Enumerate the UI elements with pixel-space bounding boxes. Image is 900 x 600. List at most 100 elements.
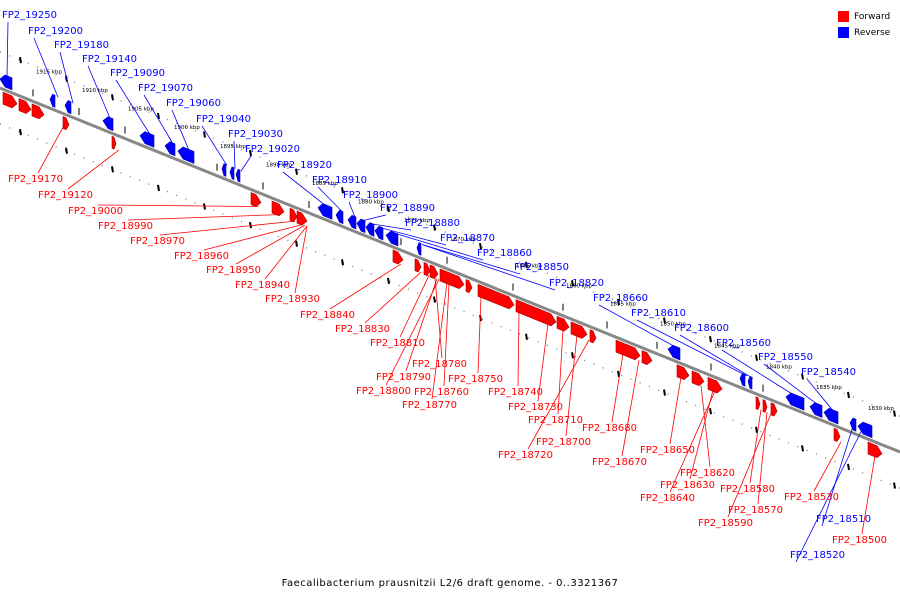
scale-tick-label: 1860 kbp bbox=[566, 284, 592, 290]
reverse-gene-label: FP2_19180 bbox=[54, 40, 109, 51]
forward-leader-line bbox=[235, 224, 306, 265]
scale-tick-label: 1895 kbp bbox=[220, 144, 246, 150]
forward-leader-line bbox=[700, 385, 711, 468]
reverse-gene-label: FP2_19090 bbox=[110, 68, 165, 79]
track-tick bbox=[571, 352, 574, 359]
forward-gene-label: FP2_18930 bbox=[265, 294, 320, 305]
reverse-gene-label: FP2_18910 bbox=[312, 175, 367, 186]
forward-leader-line bbox=[861, 455, 876, 535]
scale-tick-label: 1855 kbp bbox=[610, 301, 636, 307]
reverse-gene-label: FP2_19070 bbox=[138, 83, 193, 94]
track-tick bbox=[111, 166, 114, 173]
forward-gene-label: FP2_18640 bbox=[640, 493, 695, 504]
track-tick bbox=[847, 463, 850, 471]
track-tick bbox=[203, 131, 206, 138]
reverse-gene bbox=[416, 242, 422, 256]
forward-leader-line bbox=[431, 282, 448, 400]
reverse-gene-label: FP2_19140 bbox=[82, 54, 137, 65]
legend-forward: Forward bbox=[838, 9, 890, 24]
forward-gene bbox=[439, 268, 465, 289]
track-tick bbox=[847, 391, 850, 399]
reverse-gene-label: FP2_19040 bbox=[196, 114, 251, 125]
reverse-gene bbox=[785, 392, 805, 411]
reverse-leader-line bbox=[679, 334, 754, 379]
forward-gene-label: FP2_18750 bbox=[448, 374, 503, 385]
forward-gene-label: FP2_18840 bbox=[300, 310, 355, 321]
track-tick bbox=[387, 277, 390, 285]
track-tick bbox=[295, 168, 298, 175]
forward-gene bbox=[392, 249, 404, 265]
forward-gene-label: FP2_18770 bbox=[402, 400, 457, 411]
legend-forward-label: Forward bbox=[854, 11, 891, 22]
forward-swatch bbox=[838, 11, 849, 22]
track-tick bbox=[617, 298, 620, 306]
forward-gene-label: FP2_18590 bbox=[698, 518, 753, 529]
forward-leader-line bbox=[527, 339, 590, 450]
forward-gene-label: FP2_18570 bbox=[728, 505, 783, 516]
legend-reverse: Reverse bbox=[838, 25, 890, 40]
track-tick bbox=[479, 242, 482, 250]
forward-leader-line bbox=[727, 413, 772, 518]
reverse-gene-label: FP2_18880 bbox=[405, 218, 460, 229]
reverse-gene-label: FP2_19250 bbox=[2, 10, 57, 21]
reverse-gene-label: FP2_18510 bbox=[816, 514, 871, 525]
scale-tick-label: 1870 kbp bbox=[450, 237, 476, 243]
forward-gene-label: FP2_18680 bbox=[582, 423, 637, 434]
forward-leader-line bbox=[813, 441, 842, 492]
forward-leader-line bbox=[621, 360, 640, 457]
scale-tick-label: 1905 kbp bbox=[128, 107, 154, 113]
reverse-gene-label: FP2_19060 bbox=[166, 98, 221, 109]
track-tick bbox=[893, 482, 896, 489]
reverse-leader-line bbox=[171, 109, 190, 151]
forward-leader-line bbox=[669, 390, 716, 493]
forward-leader-line bbox=[159, 220, 296, 236]
reverse-gene bbox=[347, 215, 357, 230]
reverse-gene-label: FP2_18660 bbox=[593, 293, 648, 304]
reverse-leader-line bbox=[317, 186, 344, 213]
scale-tick-label: 1885 kbp bbox=[312, 181, 338, 187]
forward-gene-label: FP2_18710 bbox=[528, 415, 583, 426]
forward-gene bbox=[570, 321, 588, 339]
forward-gene-label: FP2_18670 bbox=[592, 457, 647, 468]
forward-leader-line bbox=[537, 323, 549, 402]
forward-leader-line bbox=[364, 271, 422, 324]
track-tick bbox=[801, 373, 804, 380]
forward-gene-label: FP2_18800 bbox=[356, 386, 411, 397]
reverse-leader-line bbox=[422, 244, 556, 291]
forward-gene bbox=[62, 116, 70, 131]
track-tick bbox=[525, 261, 528, 268]
reverse-leader-line bbox=[370, 223, 412, 231]
track-tick bbox=[19, 128, 22, 136]
scale-tick-label: 1835 kbp bbox=[816, 385, 842, 391]
forward-leader-line bbox=[611, 353, 624, 423]
reverse-gene-label: FP2_18860 bbox=[477, 248, 532, 259]
forward-leader-line bbox=[443, 283, 450, 387]
reverse-gene bbox=[823, 407, 839, 425]
forward-gene-label: FP2_19170 bbox=[8, 174, 63, 185]
forward-gene bbox=[691, 370, 705, 387]
reverse-leader-line bbox=[636, 319, 748, 377]
track-tick bbox=[433, 224, 436, 231]
forward-gene bbox=[615, 339, 641, 361]
forward-leader-line bbox=[203, 223, 304, 251]
reverse-gene bbox=[49, 93, 56, 108]
forward-gene bbox=[289, 207, 298, 223]
reverse-gene bbox=[229, 166, 235, 181]
track-tick bbox=[341, 259, 344, 266]
reverse-gene bbox=[177, 146, 195, 164]
forward-gene-label: FP2_18740 bbox=[488, 387, 543, 398]
track-tick bbox=[709, 335, 712, 343]
track-tick bbox=[19, 56, 22, 64]
scale-tick-label: 1830 kbp bbox=[868, 406, 894, 412]
reverse-gene-label: FP2_18870 bbox=[440, 233, 495, 244]
scale-tick-label: 1840 kbp bbox=[766, 365, 792, 371]
forward-gene bbox=[515, 299, 557, 327]
reverse-leader-line bbox=[59, 51, 74, 104]
genome-axis bbox=[0, 86, 900, 454]
reverse-gene bbox=[374, 225, 384, 241]
forward-leader-line bbox=[37, 127, 64, 174]
forward-leader-line bbox=[477, 296, 482, 374]
track-tick bbox=[295, 240, 298, 247]
forward-leader-line bbox=[565, 335, 578, 437]
reverse-gene-label: FP2_18890 bbox=[380, 203, 435, 214]
